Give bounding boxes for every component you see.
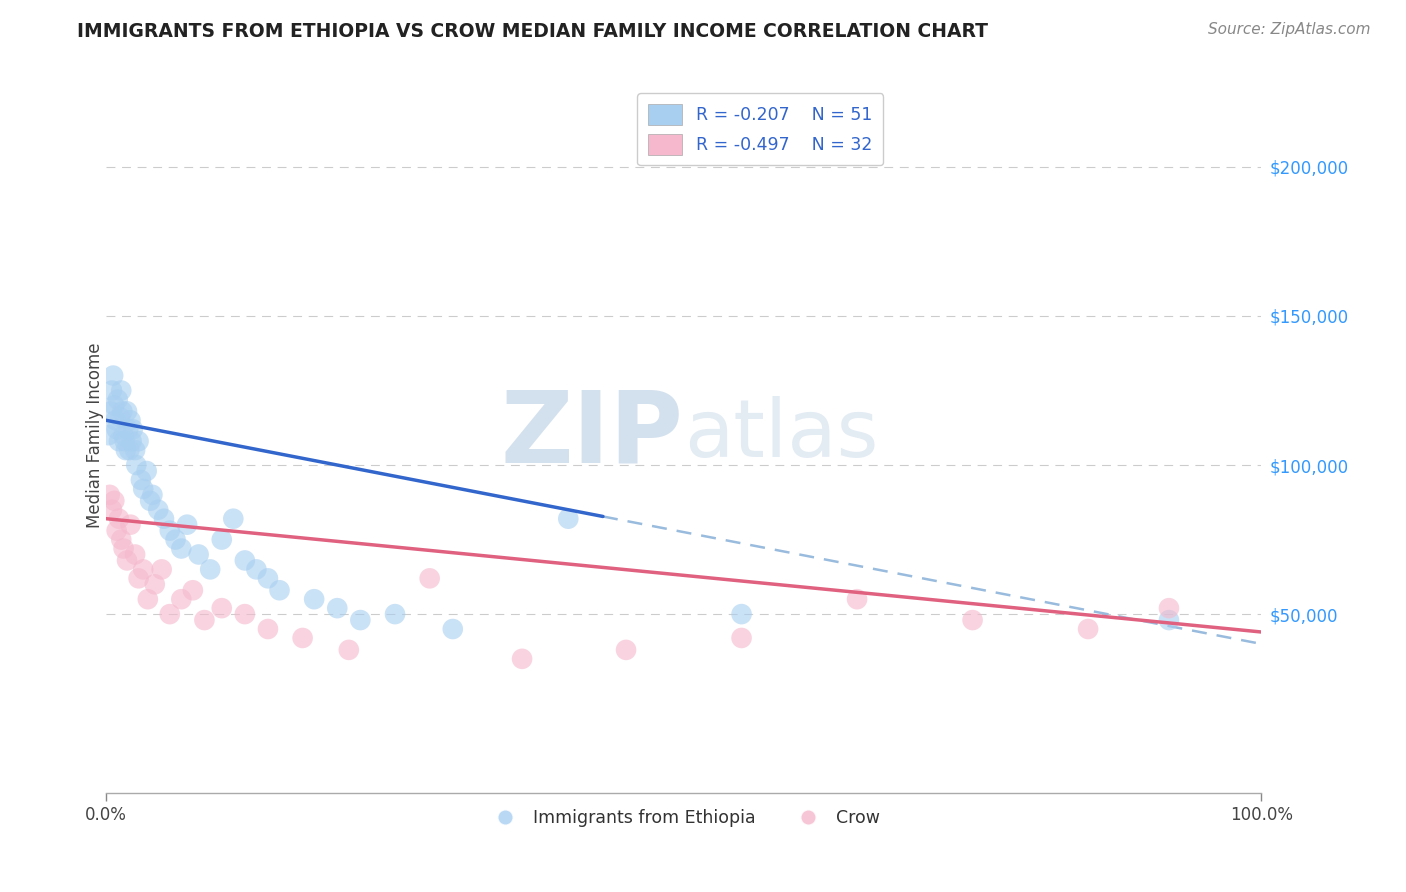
Point [103, 493, 125, 508]
Point [233, 607, 256, 621]
Point [165, 533, 187, 547]
Point [1157, 613, 1180, 627]
Point [108, 512, 131, 526]
Point [326, 601, 349, 615]
Point [121, 434, 143, 449]
Point [121, 422, 143, 436]
Point [245, 562, 267, 576]
Point [153, 512, 176, 526]
Point [124, 548, 146, 562]
Point [1157, 601, 1180, 615]
Point [108, 434, 131, 449]
Point [105, 524, 128, 538]
Point [211, 533, 233, 547]
Text: Source: ZipAtlas.com: Source: ZipAtlas.com [1208, 22, 1371, 37]
Point [181, 583, 204, 598]
Point [120, 517, 142, 532]
Point [257, 622, 280, 636]
Point [269, 583, 291, 598]
Point [139, 493, 162, 508]
Point [557, 512, 579, 526]
Point [200, 562, 222, 576]
Point [105, 422, 128, 436]
Point [112, 428, 135, 442]
Point [103, 398, 125, 412]
Y-axis label: Median Family Income: Median Family Income [86, 343, 104, 528]
Point [136, 592, 159, 607]
Point [193, 613, 215, 627]
Point [846, 592, 869, 607]
Point [124, 443, 146, 458]
Point [1077, 622, 1099, 636]
Point [125, 458, 148, 472]
Point [222, 512, 245, 526]
Text: atlas: atlas [683, 396, 879, 475]
Point [159, 524, 181, 538]
Point [257, 571, 280, 585]
Point [337, 643, 360, 657]
Point [97, 428, 120, 442]
Point [107, 392, 129, 407]
Point [101, 384, 124, 398]
Point [132, 562, 155, 576]
Point [730, 607, 752, 621]
Point [108, 410, 131, 425]
Point [148, 502, 170, 516]
Point [114, 434, 136, 449]
Point [118, 443, 141, 458]
Point [150, 562, 173, 576]
Point [104, 413, 127, 427]
Point [112, 541, 135, 556]
Text: IMMIGRANTS FROM ETHIOPIA VS CROW MEDIAN FAMILY INCOME CORRELATION CHART: IMMIGRANTS FROM ETHIOPIA VS CROW MEDIAN … [77, 22, 988, 41]
Point [170, 592, 193, 607]
Point [211, 601, 233, 615]
Point [730, 631, 752, 645]
Point [291, 631, 314, 645]
Point [117, 422, 139, 436]
Point [187, 548, 209, 562]
Point [100, 404, 122, 418]
Text: ZIP: ZIP [501, 387, 683, 483]
Point [233, 553, 256, 567]
Point [143, 577, 166, 591]
Point [115, 553, 138, 567]
Point [115, 443, 138, 458]
Point [129, 473, 152, 487]
Point [159, 607, 181, 621]
Point [302, 592, 325, 607]
Point [98, 488, 121, 502]
Point [110, 384, 132, 398]
Point [441, 622, 464, 636]
Point [349, 613, 371, 627]
Point [135, 464, 157, 478]
Point [962, 613, 984, 627]
Legend: Immigrants from Ethiopia, Crow: Immigrants from Ethiopia, Crow [481, 803, 887, 834]
Point [510, 652, 533, 666]
Point [128, 434, 150, 449]
Point [128, 571, 150, 585]
Point [101, 502, 124, 516]
Point [132, 482, 155, 496]
Point [419, 571, 441, 585]
Point [111, 404, 134, 418]
Point [110, 533, 132, 547]
Point [115, 404, 138, 418]
Point [614, 643, 637, 657]
Point [170, 541, 193, 556]
Point [176, 517, 198, 532]
Point [101, 368, 124, 383]
Point [141, 488, 163, 502]
Point [384, 607, 406, 621]
Point [120, 413, 142, 427]
